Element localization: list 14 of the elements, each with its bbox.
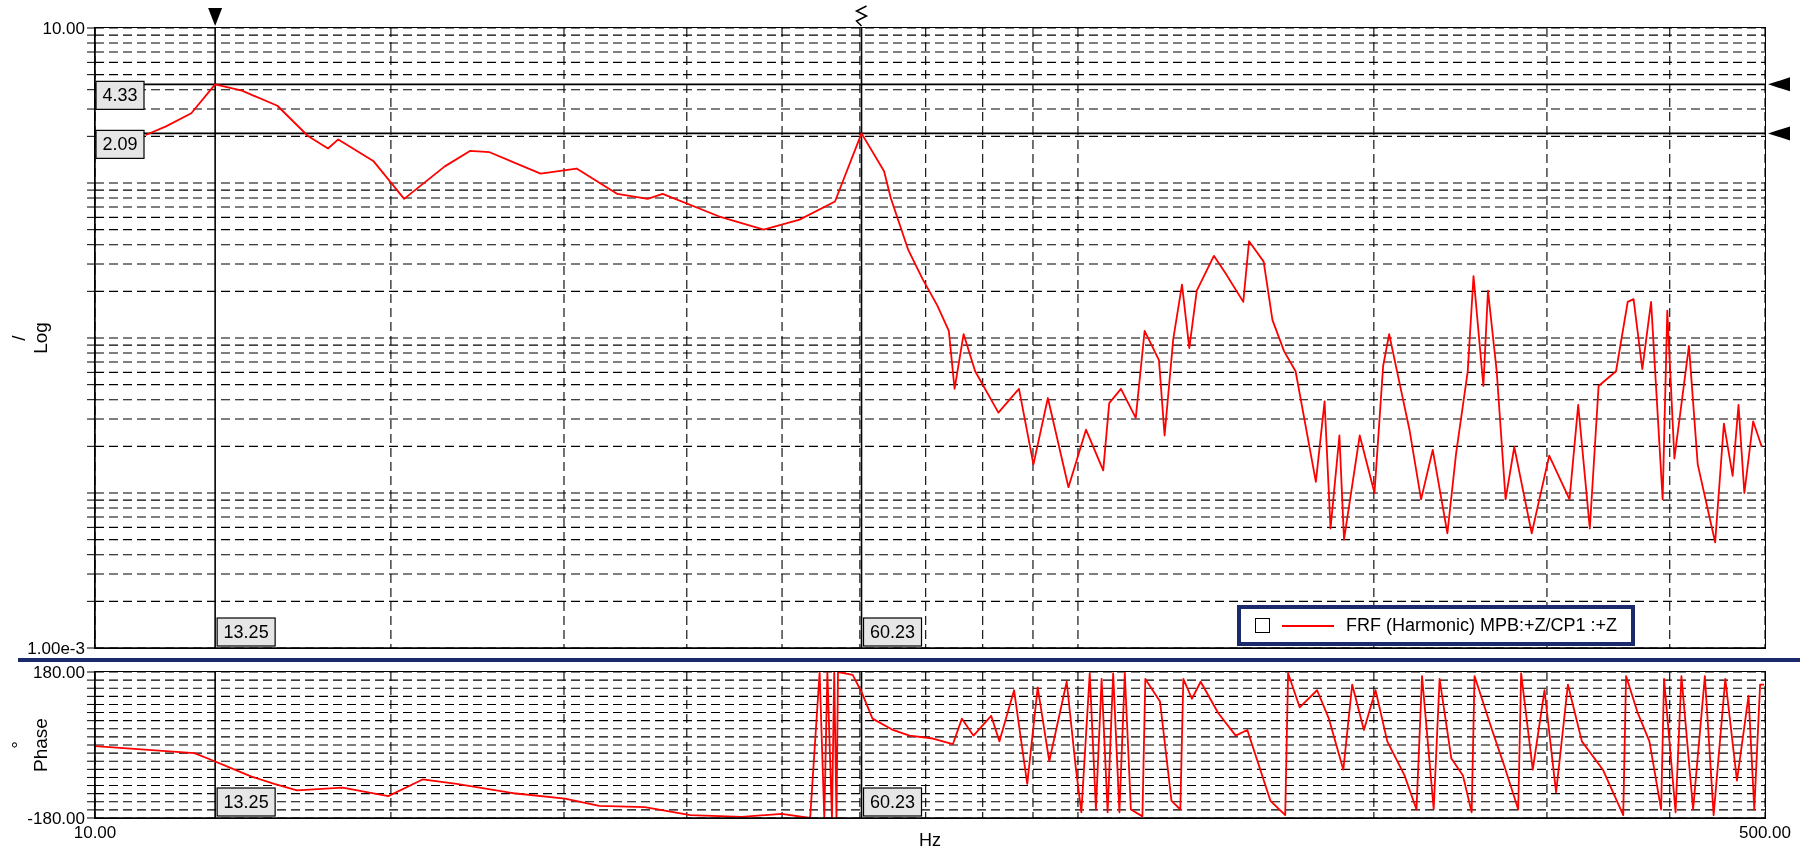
- ref-line-label: 60.23: [869, 622, 916, 642]
- y-axis-title: / Log: [8, 322, 52, 354]
- y-tick-label: 180.00: [33, 663, 85, 683]
- ref-line-label: 4.33: [102, 85, 138, 106]
- y-axis-title: ° Phase: [8, 718, 52, 772]
- legend-label: FRF (Harmonic) MPB:+Z/CP1 :+Z: [1345, 615, 1617, 636]
- y-tick-label: 1.00e-3: [27, 639, 85, 659]
- ref-line-label: 13.25: [223, 792, 269, 812]
- ref-line-label: 13.25: [223, 622, 269, 642]
- x-axis-title: Hz: [919, 830, 941, 850]
- ref-line-label: 60.23: [869, 792, 916, 812]
- ref-line-label: 2.09: [102, 134, 138, 155]
- y-tick-label: 10.00: [42, 19, 85, 39]
- x-tick-label: 500.00: [1739, 823, 1791, 843]
